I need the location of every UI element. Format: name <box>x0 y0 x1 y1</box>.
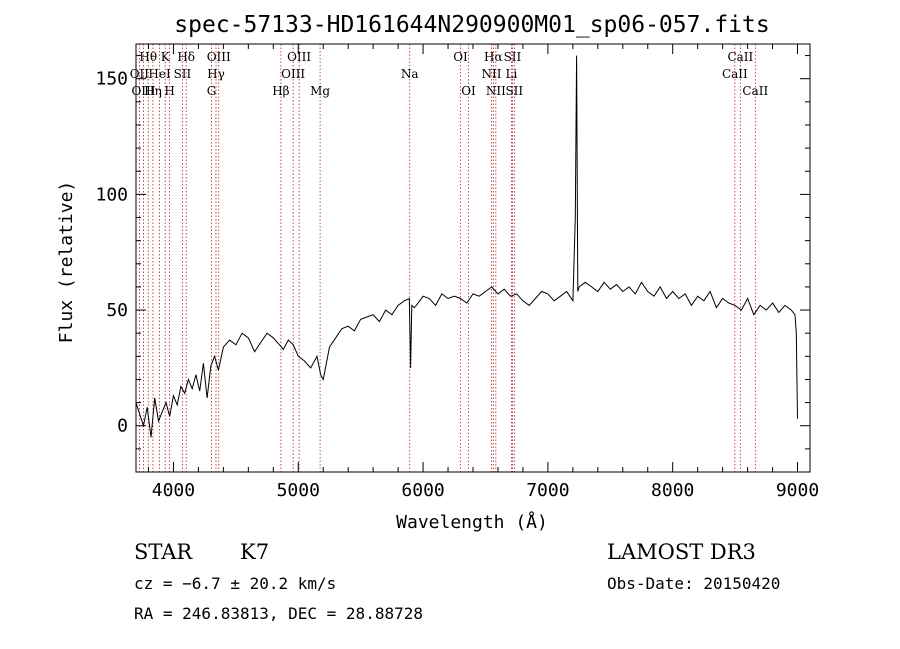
x-tick-label: 6000 <box>401 480 444 501</box>
reference-line-label: Hγ <box>207 67 225 81</box>
reference-line-label: OI <box>461 84 476 98</box>
reference-line-label: OIII <box>281 67 305 81</box>
reference-line-label: Hθ <box>139 50 157 64</box>
reference-line-label: CaII <box>722 67 748 81</box>
reference-line-label: SII <box>174 67 192 81</box>
object-subclass: K7 <box>240 540 269 564</box>
velocity-readout: cz = −6.7 ± 20.2 km/s <box>134 574 336 593</box>
reference-line-label: NII <box>481 67 501 81</box>
chart-title: spec-57133-HD161644N290900M01_sp06-057.f… <box>174 12 769 38</box>
reference-line-label: CaII <box>727 50 753 64</box>
reference-line-label: OI <box>453 50 468 64</box>
reference-line-label: SII <box>505 84 523 98</box>
x-tick-label: 5000 <box>277 480 320 501</box>
reference-line-label: CaII <box>742 84 768 98</box>
reference-line-label: Hη <box>144 84 162 98</box>
x-tick-label: 4000 <box>152 480 195 501</box>
reference-line-label: Hα <box>484 50 503 64</box>
y-tick-label: 100 <box>95 184 128 205</box>
y-tick-label: 50 <box>106 300 128 321</box>
x-axis-label: Wavelength (Å) <box>396 511 548 533</box>
axis-ticks: 4000 5000 6000 7000 8000 9000 0 50 100 150 <box>95 44 819 501</box>
x-tick-label: 7000 <box>526 480 569 501</box>
reference-line-label: OIII <box>207 50 231 64</box>
x-tick-label: 9000 <box>776 480 819 501</box>
coordinates: RA = 246.83813, DEC = 28.88728 <box>134 604 423 623</box>
y-tick-label: 150 <box>95 69 128 90</box>
reference-line-label: HeI <box>148 67 171 81</box>
reference-line-label: Hδ <box>177 50 195 64</box>
reference-line-label: SII <box>504 50 522 64</box>
x-tick-label: 8000 <box>651 480 694 501</box>
reference-line-label: Li <box>506 67 518 81</box>
plot-frame <box>135 43 811 473</box>
spectrum-series-line <box>135 55 798 438</box>
reference-line-label: Na <box>401 67 419 81</box>
object-class: STAR <box>134 540 193 564</box>
obs-date: Obs-Date: 20150420 <box>607 574 780 593</box>
reference-line-labels: HθOIIOIIIHηHeIKHSIIHδGHγOIIIHβOIIIOIIIMg… <box>130 50 769 98</box>
y-axis-label: Flux (relative) <box>56 181 77 344</box>
reference-line-label: Hβ <box>272 84 289 98</box>
survey-name: LAMOST DR3 <box>607 540 756 564</box>
reference-lines <box>138 44 756 472</box>
y-tick-label: 0 <box>117 416 128 437</box>
reference-line-label: OII <box>130 67 150 81</box>
reference-line-label: H <box>164 84 174 98</box>
reference-line-label: OIII <box>131 84 155 98</box>
reference-line-label: G <box>207 84 217 98</box>
reference-line-label: Mg <box>310 84 330 98</box>
reference-line-label: K <box>161 50 171 64</box>
reference-line-label: OIII <box>287 50 311 64</box>
reference-line-label: NII <box>486 84 506 98</box>
